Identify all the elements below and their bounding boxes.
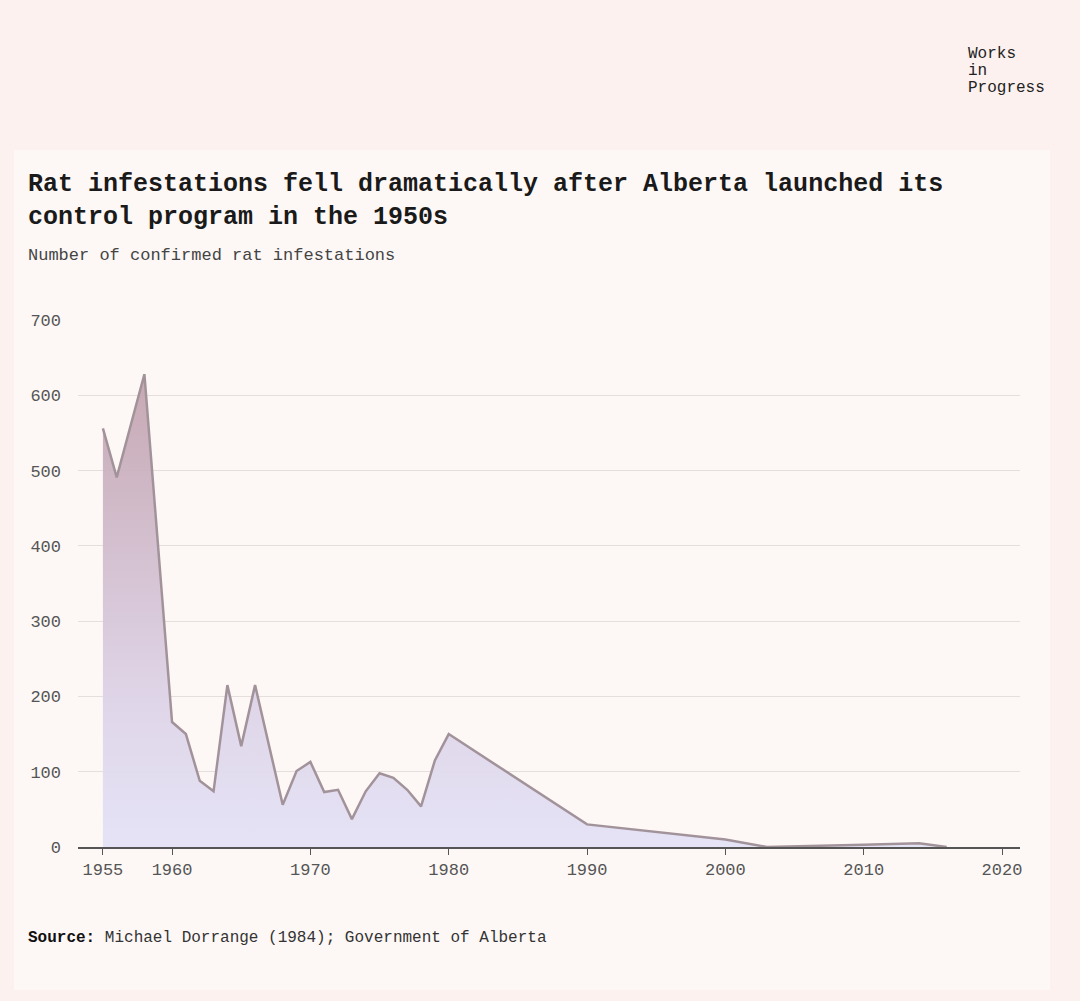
svg-text:100: 100 bbox=[30, 764, 61, 783]
html-text:Rat infestations fell dramatic: Rat infestations fell dramatically after… bbox=[28, 170, 944, 232]
svg-text:500: 500 bbox=[30, 463, 61, 482]
svg-text:2000: 2000 bbox=[705, 861, 746, 880]
svg-text:0: 0 bbox=[51, 839, 61, 858]
html-text:Works: Works bbox=[968, 45, 1016, 63]
html-text:in: in bbox=[968, 62, 988, 80]
html-text:Progress: Progress bbox=[968, 79, 1045, 97]
svg-text:2010: 2010 bbox=[843, 861, 884, 880]
svg-text:1960: 1960 bbox=[152, 861, 193, 880]
svg-text:1980: 1980 bbox=[428, 861, 469, 880]
svg-text:200: 200 bbox=[30, 688, 61, 707]
svg-text:600: 600 bbox=[30, 387, 61, 406]
svg-text:300: 300 bbox=[30, 613, 61, 632]
svg-text:400: 400 bbox=[30, 538, 61, 557]
svg-text:1990: 1990 bbox=[567, 861, 608, 880]
svg-text:2020: 2020 bbox=[982, 861, 1023, 880]
html-text:Michael Dorrange (1984); Gover: Michael Dorrange (1984); Government of A… bbox=[104, 929, 547, 947]
svg-text:700: 700 bbox=[30, 312, 61, 331]
svg-text:1970: 1970 bbox=[290, 861, 331, 880]
html-text:Number of confirmed rat infest: Number of confirmed rat infestations bbox=[28, 246, 396, 265]
html-text:Source:: Source: bbox=[28, 929, 96, 947]
svg-text:1955: 1955 bbox=[82, 861, 123, 880]
